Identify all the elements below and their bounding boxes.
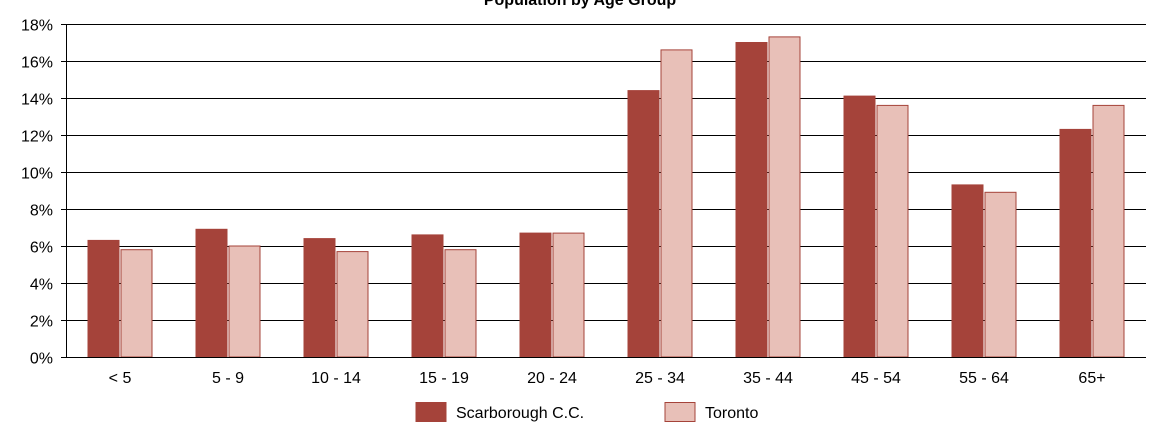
y-tick-label: 8% [30,203,53,220]
x-tick-label: 55 - 64 [959,370,1009,387]
y-tick-label: 0% [30,351,53,368]
gridlines [66,24,1146,321]
bar [660,49,693,358]
x-tick-label: 45 - 54 [851,370,901,387]
x-tick-label: < 5 [109,370,132,387]
axes [61,24,1146,358]
bar [336,251,369,358]
x-tick-label: 15 - 19 [419,370,469,387]
x-tick-label: 20 - 24 [527,370,577,387]
bar [1092,104,1125,358]
bar [195,228,228,358]
legend: Scarborough C.C. Toronto [415,402,758,422]
y-tick-label: 2% [30,314,53,331]
chart-title: Population by Age Group [483,0,677,9]
x-tick-label: 65+ [1078,370,1105,387]
bar [984,191,1017,358]
bar [303,238,336,358]
x-tick-label: 35 - 44 [743,370,793,387]
y-tick-labels: 0% 2% 4% 6% 8% 10% 12% 14% 16% 18% [21,18,53,368]
legend-label: Scarborough C.C. [456,405,584,422]
bar [735,42,768,358]
y-tick-label: 12% [21,129,53,146]
bar [876,104,909,358]
y-tick-label: 6% [30,240,53,257]
legend-swatch [415,402,447,422]
bar [951,184,984,358]
y-tick-label: 14% [21,92,53,109]
bar [411,234,444,358]
bar [444,249,477,358]
y-tick-label: 16% [21,55,53,72]
bar [627,90,660,358]
bars [87,36,1125,358]
x-tick-label: 10 - 14 [311,370,361,387]
y-tick-label: 4% [30,277,53,294]
bar [87,239,120,358]
y-tick-label: 10% [21,166,53,183]
bar [1059,128,1092,358]
y-tick-label: 18% [21,18,53,35]
x-tick-label: 5 - 9 [212,370,244,387]
bar [120,249,153,358]
bar [843,95,876,358]
x-tick-labels: < 5 5 - 9 10 - 14 15 - 19 20 - 24 25 - 34 35 -… [109,370,1106,387]
bar [768,36,801,358]
legend-label: Toronto [705,405,758,422]
bar [228,245,261,358]
legend-swatch [664,402,696,422]
bar [552,232,585,358]
x-tick-label: 25 - 34 [635,370,685,387]
bar [519,232,552,358]
